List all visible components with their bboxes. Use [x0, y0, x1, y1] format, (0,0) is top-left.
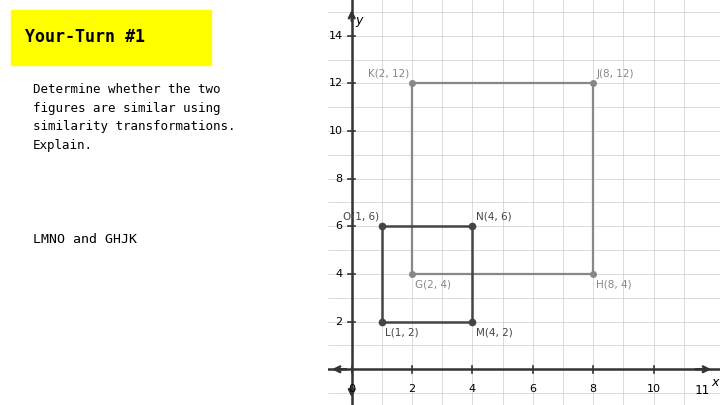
Text: Determine whether the two
figures are similar using
similarity transformations.
: Determine whether the two figures are si…: [33, 83, 235, 151]
Text: 0: 0: [348, 384, 355, 394]
Text: 14: 14: [328, 31, 343, 41]
Text: L(1, 2): L(1, 2): [385, 328, 418, 338]
Text: 2: 2: [336, 317, 343, 326]
Text: 8: 8: [590, 384, 597, 394]
Text: Your-Turn #1: Your-Turn #1: [24, 28, 145, 46]
FancyBboxPatch shape: [12, 10, 211, 65]
Text: LMNO and GHJK: LMNO and GHJK: [33, 233, 137, 246]
Text: 6: 6: [336, 221, 343, 231]
Text: 2: 2: [408, 384, 415, 394]
Text: 4: 4: [469, 384, 476, 394]
Text: 4: 4: [336, 269, 343, 279]
Text: 10: 10: [647, 384, 660, 394]
Text: H(8, 4): H(8, 4): [596, 280, 632, 290]
Text: 8: 8: [336, 174, 343, 184]
Text: N(4, 6): N(4, 6): [475, 211, 511, 222]
Text: M(4, 2): M(4, 2): [475, 328, 512, 338]
Text: y: y: [356, 14, 363, 27]
Text: J(8, 12): J(8, 12): [596, 68, 634, 79]
Text: 12: 12: [328, 79, 343, 88]
Text: G(2, 4): G(2, 4): [415, 280, 451, 290]
Text: 10: 10: [329, 126, 343, 136]
Text: O(1, 6): O(1, 6): [343, 211, 379, 222]
Text: x: x: [711, 376, 719, 389]
Text: K(2, 12): K(2, 12): [368, 68, 409, 79]
Text: 6: 6: [529, 384, 536, 394]
Text: 11: 11: [694, 384, 709, 397]
